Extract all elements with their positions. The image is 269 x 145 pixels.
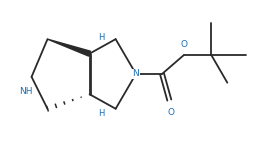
Text: NH: NH	[19, 87, 33, 96]
Text: H: H	[98, 33, 104, 42]
Text: H: H	[98, 109, 104, 118]
Text: N: N	[133, 69, 139, 78]
Text: O: O	[181, 40, 188, 49]
Text: O: O	[167, 108, 174, 117]
Polygon shape	[48, 39, 90, 56]
